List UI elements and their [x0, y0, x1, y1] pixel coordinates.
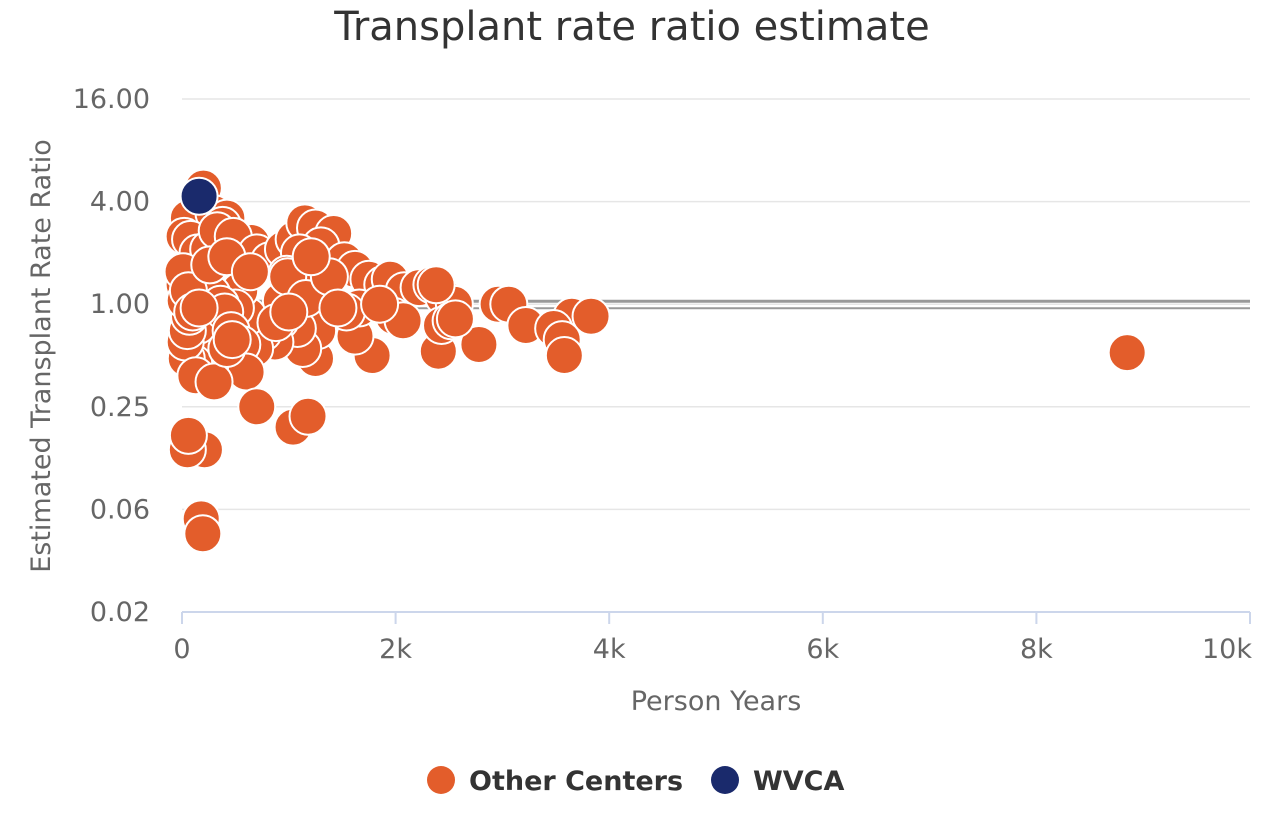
legend-marker-other-centers [427, 766, 455, 794]
legend-marker-wvca [711, 766, 739, 794]
other-centers-point [416, 265, 456, 305]
legend[interactable]: Other Centers WVCA [427, 766, 844, 797]
other-centers-point [318, 288, 358, 328]
y-axis-title: Estimated Transplant Rate Ratio [26, 139, 57, 573]
x-tick-label: 2k [379, 634, 412, 665]
y-tick-label: 16.00 [73, 84, 150, 115]
data-points [163, 168, 1147, 554]
other-centers-point [230, 252, 270, 292]
other-centers-point [269, 292, 309, 332]
other-centers-point [1107, 333, 1147, 373]
other-centers-point [194, 362, 234, 402]
other-centers-point [544, 336, 584, 375]
y-tick-label: 4.00 [90, 187, 150, 218]
y-tick-label: 1.00 [90, 289, 150, 320]
y-tick-label: 0.02 [90, 597, 150, 628]
wvca-point [179, 176, 219, 216]
x-axis-title: Person Years [631, 686, 802, 717]
other-centers-point [291, 237, 331, 277]
y-axis-ticks: 0.02 0.06 0.25 1.00 4.00 16.00 [73, 84, 150, 628]
other-centers-point [435, 299, 475, 339]
other-centers-point [288, 396, 328, 436]
other-centers-point [179, 288, 219, 328]
other-centers-point [168, 415, 208, 455]
x-axis: 0 2k 4k 6k 8k 10k [173, 611, 1252, 665]
x-tick-label: 0 [173, 634, 190, 665]
other-centers-point [183, 514, 223, 554]
y-tick-label: 0.06 [90, 494, 150, 525]
y-tick-label: 0.25 [90, 392, 150, 423]
other-centers-point [360, 284, 400, 324]
x-tick-label: 6k [806, 634, 839, 665]
x-tick-label: 8k [1020, 634, 1053, 665]
other-centers-point [459, 325, 499, 365]
other-centers-point [571, 296, 611, 336]
x-tick-label: 4k [593, 634, 626, 665]
legend-label-other-centers[interactable]: Other Centers [469, 766, 683, 797]
chart-title: Transplant rate ratio estimate [333, 4, 929, 50]
x-tick-label: 10k [1202, 634, 1252, 665]
other-centers-point [212, 320, 252, 360]
legend-label-wvca[interactable]: WVCA [753, 766, 844, 797]
other-centers-point [237, 387, 277, 427]
